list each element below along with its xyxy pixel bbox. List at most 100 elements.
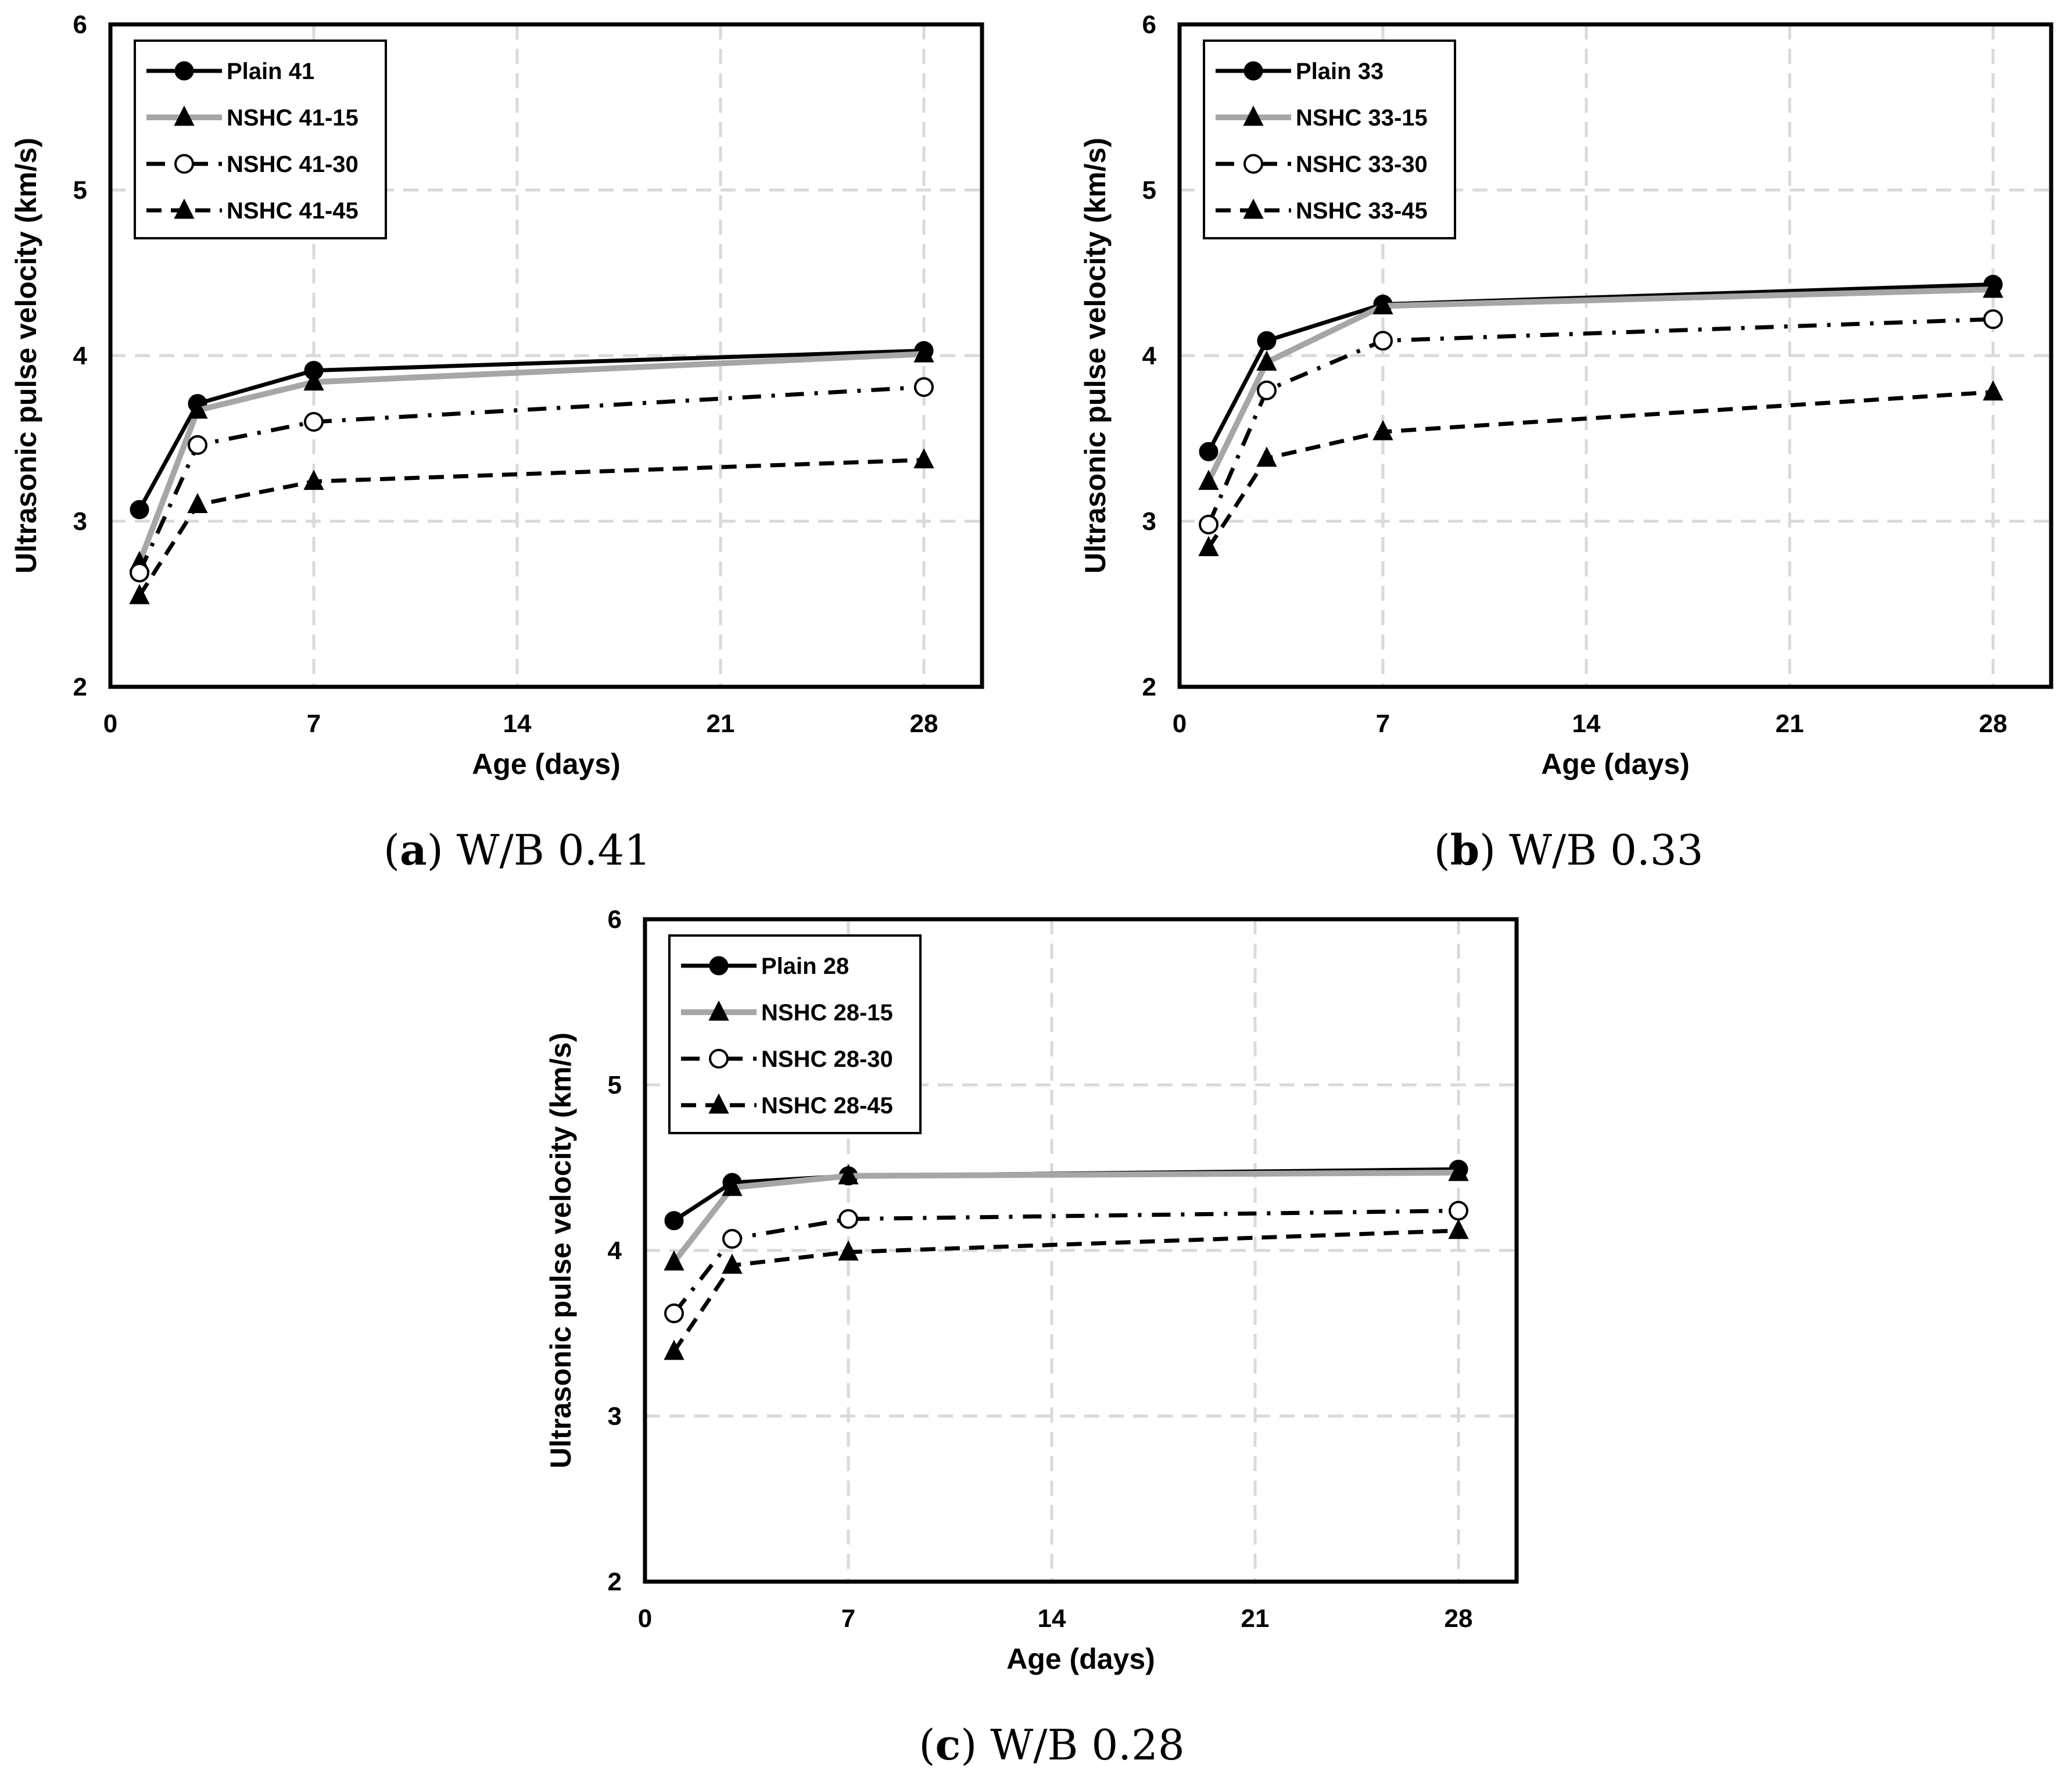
legend-label: NSHC 41-15 (227, 105, 359, 131)
data-point (722, 1175, 743, 1196)
data-point (1199, 442, 1218, 461)
legend-label: Plain 28 (761, 954, 849, 979)
caption-b: (b) W/B 0.33 (1433, 825, 1704, 875)
legend-item: NSHC 41-15 (146, 105, 359, 131)
x-tick-label: 0 (638, 1604, 652, 1633)
data-point (129, 584, 150, 604)
legend-label: NSHC 41-30 (227, 152, 359, 177)
data-point (130, 500, 149, 519)
series-line (1207, 390, 1994, 549)
series-line (1206, 317, 1994, 526)
legend-item: NSHC 41-30 (146, 152, 359, 177)
data-point (1372, 420, 1393, 440)
series-b-3 (1198, 380, 2004, 557)
series-a-0 (130, 341, 934, 519)
y-tick-label: 3 (1142, 507, 1156, 536)
data-point (1257, 331, 1277, 350)
data-point (1257, 380, 1277, 400)
legend-label: NSHC 41-45 (227, 198, 359, 224)
y-tick-label: 5 (73, 176, 87, 205)
chart-panel-b: 2 3 4 5 6 0 7 14 21 28 Age (days) Ultrasonic pulse … (1069, 0, 2068, 895)
data-point (1449, 1200, 1468, 1221)
legend-item: NSHC 33-45 (1216, 198, 1428, 224)
legend-marker (709, 1049, 729, 1069)
legend-label: NSHC 28-30 (761, 1046, 893, 1072)
legend-a: Plain 41 NSHC 41-15 NSHC 41-30 NSHC 41-45 (134, 40, 387, 239)
axis-ticks-c: 2 3 4 5 6 0 7 14 21 28 (608, 905, 1473, 1633)
data-point (914, 377, 934, 397)
series-line (1206, 282, 1994, 453)
legend-label: NSHC 28-45 (761, 1093, 893, 1119)
x-tick-label: 14 (1572, 709, 1601, 738)
data-point (838, 1164, 859, 1185)
legend-label: NSHC 33-45 (1296, 198, 1428, 224)
y-tick-label: 6 (1142, 10, 1156, 39)
y-tick-label: 6 (608, 905, 622, 934)
legend-item: Plain 41 (146, 59, 314, 84)
x-tick-label: 0 (1173, 709, 1187, 738)
legend-marker (174, 61, 194, 81)
data-point (1448, 1218, 1469, 1239)
x-tick-label: 28 (1979, 709, 2008, 738)
x-tick-label: 21 (1241, 1604, 1270, 1633)
caption-b-text: W/B 0.33 (1509, 826, 1704, 875)
caption-a-letter: a (400, 825, 427, 875)
legend-label: Plain 41 (227, 59, 314, 84)
legend-marker (709, 956, 729, 976)
data-point (838, 1209, 858, 1229)
data-point (1256, 350, 1277, 371)
data-point (130, 562, 149, 583)
series-a-1 (129, 342, 934, 571)
chart-svg-a: 2 3 4 5 6 0 7 14 21 28 Age (days) Ultrasonic pulse … (10, 10, 984, 780)
legend-marker (1243, 154, 1263, 174)
chart-panel-c: 2 3 4 5 6 0 7 14 21 28 Age (days) Ultrasonic pulse … (535, 895, 1569, 1790)
caption-b-letter: b (1450, 825, 1480, 875)
legend-marker (708, 1000, 729, 1021)
legend-item: Plain 33 (1216, 59, 1384, 84)
data-point (303, 469, 324, 490)
legend-item: NSHC 33-30 (1216, 152, 1428, 177)
y-tick-label: 5 (608, 1071, 622, 1099)
legend-label: NSHC 28-15 (761, 1000, 893, 1026)
legend-marker (1243, 61, 1263, 81)
x-tick-label: 28 (910, 709, 938, 738)
x-tick-label: 28 (1445, 1604, 1473, 1633)
legend-item: NSHC 28-45 (681, 1093, 893, 1119)
x-tick-label: 21 (707, 709, 735, 738)
series-a-2 (130, 377, 934, 583)
caption-c-text: W/B 0.28 (990, 1721, 1185, 1769)
data-point (664, 1211, 684, 1231)
chart-svg-b: 2 3 4 5 6 0 7 14 21 28 Age (days) Ultrasonic pulse … (1079, 10, 2053, 780)
x-tick-label: 14 (1038, 1604, 1066, 1633)
data-point (1983, 309, 2003, 329)
legend-c: Plain 28 NSHC 28-15 NSHC 28-30 NSHC 28-45 (668, 934, 922, 1134)
data-point (188, 435, 207, 455)
series-line (672, 1209, 1459, 1315)
plot-area-a (108, 22, 984, 689)
legend-label: NSHC 33-30 (1296, 152, 1428, 177)
series-b-2 (1199, 309, 2003, 535)
chart-panel-a: 2 3 4 5 6 0 7 14 21 28 Age (days) Ultrasonic pulse … (0, 0, 1034, 895)
series-line (137, 351, 924, 564)
y-tick-label: 4 (73, 342, 88, 370)
data-point (664, 1303, 684, 1324)
data-point (1199, 514, 1218, 535)
x-tick-label: 14 (503, 709, 532, 738)
y-tick-label: 2 (608, 1568, 622, 1596)
legend-marker (708, 1093, 729, 1114)
data-point (664, 1250, 684, 1271)
y-tick-label: 2 (73, 673, 87, 701)
data-point (1372, 294, 1393, 314)
legend-item: Plain 28 (681, 954, 849, 979)
x-tick-label: 0 (103, 709, 117, 738)
series-line (672, 1228, 1459, 1353)
caption-c: (c) W/B 0.28 (919, 1720, 1185, 1769)
series-b-1 (1198, 277, 2004, 490)
x-axis-title: Age (days) (1006, 1643, 1155, 1675)
legend-item: NSHC 33-15 (1216, 105, 1428, 131)
legend-item: NSHC 28-15 (681, 1000, 893, 1026)
axis-ticks-b: 2 3 4 5 6 0 7 14 21 28 (1142, 10, 2008, 738)
legend-marker (1243, 105, 1264, 126)
series-a-3 (129, 448, 934, 604)
y-axis-title: Ultrasonic pulse velocity (km/s) (1079, 138, 1112, 574)
